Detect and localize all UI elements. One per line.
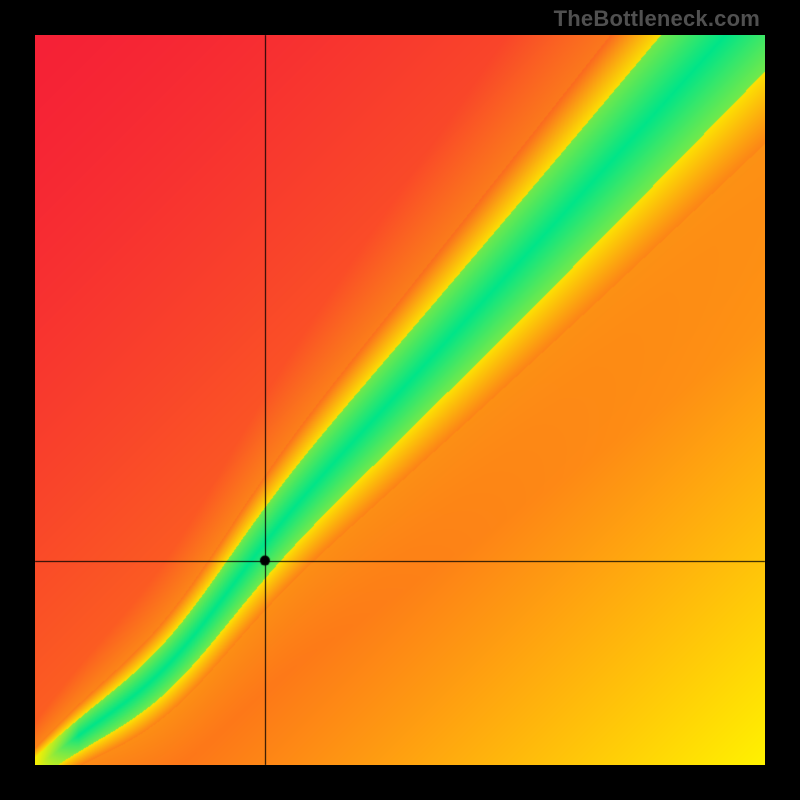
watermark-text: TheBottleneck.com [554,6,760,32]
chart-container: TheBottleneck.com [0,0,800,800]
crosshair-overlay [0,0,800,800]
